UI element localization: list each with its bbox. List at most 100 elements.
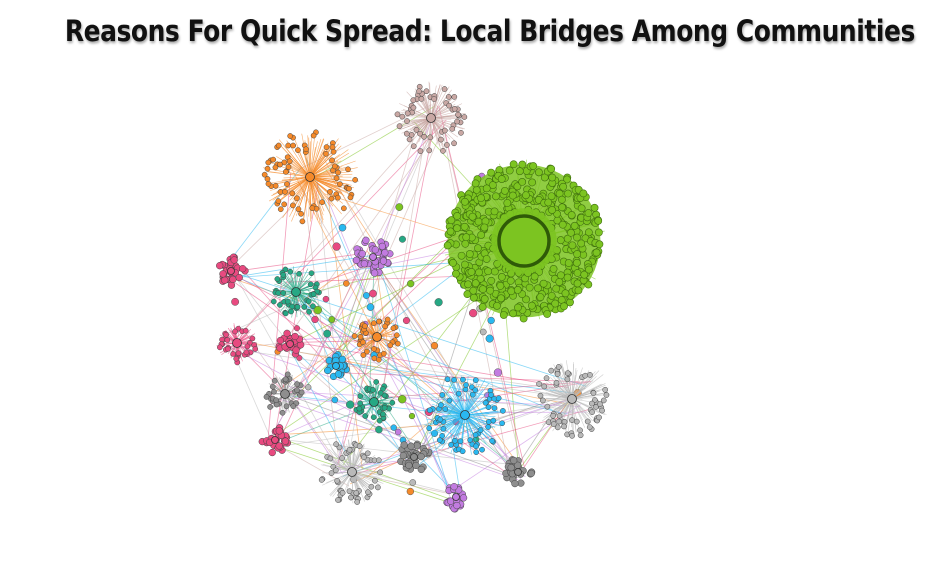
community-node [364, 348, 370, 355]
community-node [587, 372, 593, 378]
community-edge [567, 398, 573, 438]
community-node [334, 194, 341, 201]
community-node [556, 271, 565, 280]
community-node [508, 191, 517, 200]
community-node [252, 346, 259, 352]
community-node [577, 239, 586, 248]
community-node [404, 110, 411, 117]
community-node [577, 432, 584, 439]
community-node [365, 489, 371, 496]
community-node [294, 387, 300, 393]
community-node [417, 465, 425, 474]
community-node [329, 144, 336, 151]
community-node [469, 391, 476, 398]
community-edge [266, 170, 311, 178]
community-purple-mid [352, 236, 394, 277]
community-node [513, 286, 522, 294]
community-node [357, 393, 364, 400]
community-node [284, 298, 291, 305]
hub-node [332, 362, 340, 370]
bridge-node [366, 303, 375, 311]
community-node [351, 333, 358, 339]
community-node [497, 294, 505, 303]
community-node [473, 443, 479, 450]
community-node [455, 111, 461, 118]
community-node [574, 286, 583, 295]
community-pink-small [275, 329, 305, 358]
community-node [327, 188, 333, 195]
community-node [275, 442, 283, 450]
community-node [451, 377, 457, 383]
community-edge [448, 384, 466, 416]
bridge-edge [235, 276, 289, 344]
community-node [499, 311, 508, 319]
community-edge [571, 362, 575, 400]
community-node [283, 329, 291, 338]
community-node [265, 159, 272, 166]
community-gray-right [532, 360, 610, 439]
community-edge [309, 134, 316, 178]
community-node [360, 339, 366, 346]
community-edge [430, 84, 443, 119]
community-node [558, 220, 567, 229]
community-node [370, 320, 377, 327]
community-edge [309, 176, 354, 196]
community-node [585, 265, 593, 274]
community-node [353, 490, 360, 496]
community-node [324, 366, 332, 375]
community-node [460, 222, 469, 231]
community-node [289, 190, 296, 197]
community-node [491, 405, 498, 411]
community-node [390, 325, 397, 332]
community-node [267, 404, 273, 410]
community-node [462, 233, 471, 242]
community-node [403, 130, 410, 137]
community-node [475, 268, 483, 277]
community-node [413, 442, 421, 450]
community-node [249, 335, 256, 342]
community-pink-lower [258, 424, 291, 457]
community-node [364, 450, 371, 457]
community-node [373, 379, 380, 385]
community-node [573, 269, 582, 277]
community-node [310, 132, 317, 139]
bridge-node [322, 295, 330, 303]
community-node [393, 332, 400, 339]
community-node [298, 210, 304, 217]
community-edge [351, 471, 383, 480]
community-node [294, 381, 300, 387]
community-node [573, 250, 582, 258]
community-node [426, 425, 433, 432]
community-node [485, 424, 491, 430]
community-node [243, 349, 250, 356]
community-edge [430, 97, 454, 119]
bridge-edge [352, 472, 450, 495]
hub-node [497, 214, 551, 268]
community-node [438, 136, 444, 143]
community-node [413, 126, 420, 133]
community-node [522, 191, 530, 200]
community-edge [309, 154, 333, 178]
community-node [589, 409, 595, 415]
community-node [216, 344, 223, 351]
community-node [360, 352, 367, 358]
community-node [595, 240, 604, 249]
community-node [279, 409, 286, 416]
community-node [497, 175, 506, 183]
community-node [447, 216, 456, 225]
community-node [442, 406, 449, 412]
community-mauve [394, 81, 468, 154]
community-edge [571, 398, 577, 433]
community-node [444, 376, 451, 383]
community-node [362, 413, 369, 419]
community-node [357, 400, 363, 407]
community-node [283, 403, 290, 410]
community-node [356, 443, 363, 450]
bridge-node [397, 394, 407, 404]
community-edge [452, 380, 466, 416]
community-edge [440, 395, 466, 416]
community-node [281, 437, 290, 445]
bridge-node [390, 424, 397, 431]
community-node [590, 390, 597, 396]
bridge-edge [341, 122, 446, 360]
